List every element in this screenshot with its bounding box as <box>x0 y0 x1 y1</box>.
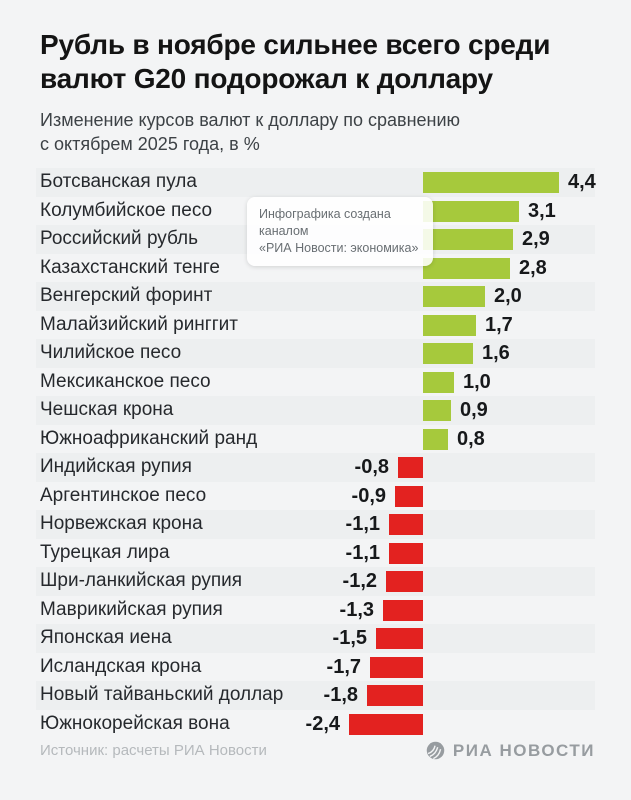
ria-swirl-icon <box>426 741 445 760</box>
currency-label: Российский рубль <box>40 228 199 249</box>
value-label: -1,7 <box>326 655 361 678</box>
bar-positive <box>423 172 559 193</box>
chart-row: Колумбийское песо 3,1 <box>0 197 631 226</box>
bar-negative <box>386 571 423 592</box>
chart-row: Индийская рупия -0,8 <box>0 453 631 482</box>
bar-positive <box>423 428 448 450</box>
chart-row: Шри-ланкийская рупия -1,2 <box>0 567 631 596</box>
tooltip-line-1: Инфографика создана каналом <box>259 207 391 238</box>
value-label: -1,8 <box>323 684 358 706</box>
bar-positive <box>423 286 485 307</box>
currency-label: Турецкая лира <box>40 541 170 563</box>
value-label: 1,7 <box>485 313 513 336</box>
currency-label: Новый тайваньский доллар <box>40 684 284 705</box>
value-label: -1,5 <box>332 627 367 649</box>
currency-label: Венгерский форинт <box>40 285 213 306</box>
footer: Источник: расчеты РИА Новости РИА НОВОСТ… <box>40 740 595 761</box>
currency-label: Японская иена <box>40 627 172 648</box>
value-label: 2,9 <box>522 228 550 250</box>
bar-negative <box>370 656 423 678</box>
chart-row: Ботсванская пула 4,4 <box>0 168 631 197</box>
currency-label: Исландская крона <box>40 655 202 677</box>
bar-negative <box>395 485 423 507</box>
currency-label: Чешская крона <box>40 399 174 420</box>
bar-positive <box>423 400 451 421</box>
value-label: -0,9 <box>351 484 386 507</box>
bar-positive <box>423 229 513 250</box>
value-label: 1,6 <box>482 342 510 364</box>
currency-label: Мексиканское песо <box>40 370 211 392</box>
value-label: 2,8 <box>519 256 547 279</box>
chart-row: Аргентинское песо -0,9 <box>0 482 631 511</box>
chart-row: Мексиканское песо 1,0 <box>0 368 631 397</box>
chart-row: Южноафриканский ранд 0,8 <box>0 425 631 454</box>
currency-label: Малайзийский ринггит <box>40 313 238 335</box>
page-title: Рубль в ноябре сильнее всего среди валют… <box>40 28 600 96</box>
value-label: -1,1 <box>345 541 380 564</box>
currency-label: Чилийское песо <box>40 342 182 363</box>
chart-row: Японская иена -1,5 <box>0 624 631 653</box>
currency-label: Ботсванская пула <box>40 171 197 192</box>
bar-negative <box>398 457 423 478</box>
bar-negative <box>389 514 423 535</box>
bar-positive <box>423 314 476 336</box>
bar-negative <box>383 599 423 621</box>
value-label: 3,1 <box>528 199 556 222</box>
chart-row: Венгерский форинт 2,0 <box>0 282 631 311</box>
value-label: 0,9 <box>460 399 488 421</box>
chart-row: Южнокорейская вона -2,4 <box>0 710 631 739</box>
chart-row: Чешская крона 0,9 <box>0 396 631 425</box>
chart-row: Казахстанский тенге 2,8 <box>0 254 631 283</box>
chart-row: Маврикийская рупия -1,3 <box>0 596 631 625</box>
value-label: 2,0 <box>494 285 522 307</box>
attribution-tooltip: Инфографика создана каналом «РИА Новости… <box>247 197 433 266</box>
subtitle-line-1: Изменение курсов валют к доллару по срав… <box>40 110 461 130</box>
currency-label: Индийская рупия <box>40 456 192 477</box>
bar-negative <box>389 542 423 564</box>
title-line-2: валют G20 подорожал к доллару <box>40 63 493 94</box>
chart-row: Турецкая лира -1,1 <box>0 539 631 568</box>
header: Рубль в ноябре сильнее всего среди валют… <box>40 28 600 156</box>
value-label: 0,8 <box>457 427 485 450</box>
currency-label: Шри-ланкийская рупия <box>40 570 243 591</box>
subtitle-line-2: с октябрем 2025 года, в % <box>40 134 260 154</box>
chart-row: Чилийское песо 1,6 <box>0 339 631 368</box>
value-label: -1,1 <box>345 513 380 535</box>
bar-positive <box>423 200 519 222</box>
currency-label: Южноафриканский ранд <box>40 427 258 449</box>
ria-novosti-logo: РИА НОВОСТИ <box>425 740 595 761</box>
currency-label: Казахстанский тенге <box>40 256 220 278</box>
value-label: -1,3 <box>339 598 374 621</box>
currency-label: Норвежская крона <box>40 513 203 534</box>
chart-row: Норвежская крона -1,1 <box>0 510 631 539</box>
currency-label: Аргентинское песо <box>40 484 207 506</box>
bar-negative <box>376 628 423 649</box>
value-label: -2,4 <box>305 712 340 735</box>
currency-label: Маврикийская рупия <box>40 598 223 620</box>
chart-row: Малайзийский ринггит 1,7 <box>0 311 631 340</box>
currency-label: Колумбийское песо <box>40 199 213 221</box>
bar-positive <box>423 257 510 279</box>
currency-label: Южнокорейская вона <box>40 712 230 734</box>
value-label: -0,8 <box>354 456 389 478</box>
bar-positive <box>423 371 454 393</box>
chart-row: Новый тайваньский доллар -1,8 <box>0 681 631 710</box>
source-note: Источник: расчеты РИА Новости <box>40 742 267 759</box>
bar-negative <box>349 713 423 735</box>
bar-chart: Ботсванская пула 4,4 Колумбийское песо 3,1 Р… <box>0 168 631 738</box>
bar-positive <box>423 343 473 364</box>
value-label: 1,0 <box>463 370 491 393</box>
title-line-1: Рубль в ноябре сильнее всего среди <box>40 29 551 60</box>
bar-negative <box>367 685 423 706</box>
brand-name: РИА НОВОСТИ <box>452 740 595 760</box>
tooltip-line-2: «РИА Новости: экономика» <box>259 241 419 255</box>
page-subtitle: Изменение курсов валют к доллару по срав… <box>40 108 600 156</box>
value-label: 4,4 <box>568 171 596 193</box>
chart-row: Исландская крона -1,7 <box>0 653 631 682</box>
value-label: -1,2 <box>342 570 377 592</box>
